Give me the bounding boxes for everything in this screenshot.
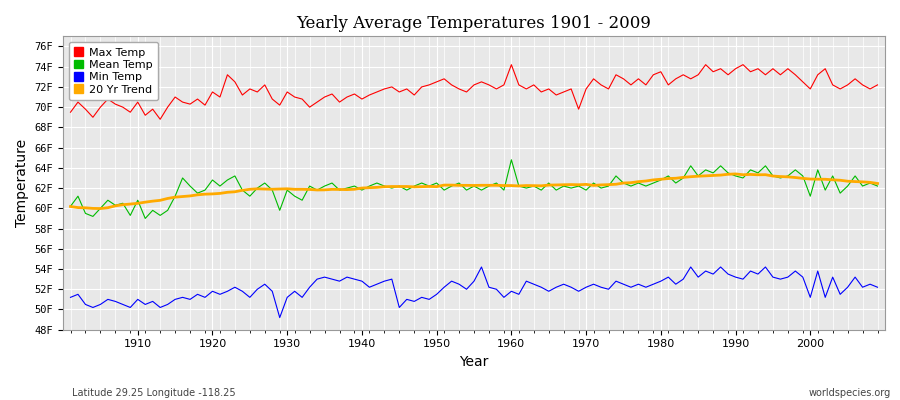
Title: Yearly Average Temperatures 1901 - 2009: Yearly Average Temperatures 1901 - 2009 — [297, 15, 652, 32]
Text: Latitude 29.25 Longitude -118.25: Latitude 29.25 Longitude -118.25 — [72, 388, 236, 398]
Y-axis label: Temperature: Temperature — [15, 139, 29, 227]
X-axis label: Year: Year — [459, 355, 489, 369]
Legend: Max Temp, Mean Temp, Min Temp, 20 Yr Trend: Max Temp, Mean Temp, Min Temp, 20 Yr Tre… — [68, 42, 158, 100]
Text: worldspecies.org: worldspecies.org — [809, 388, 891, 398]
